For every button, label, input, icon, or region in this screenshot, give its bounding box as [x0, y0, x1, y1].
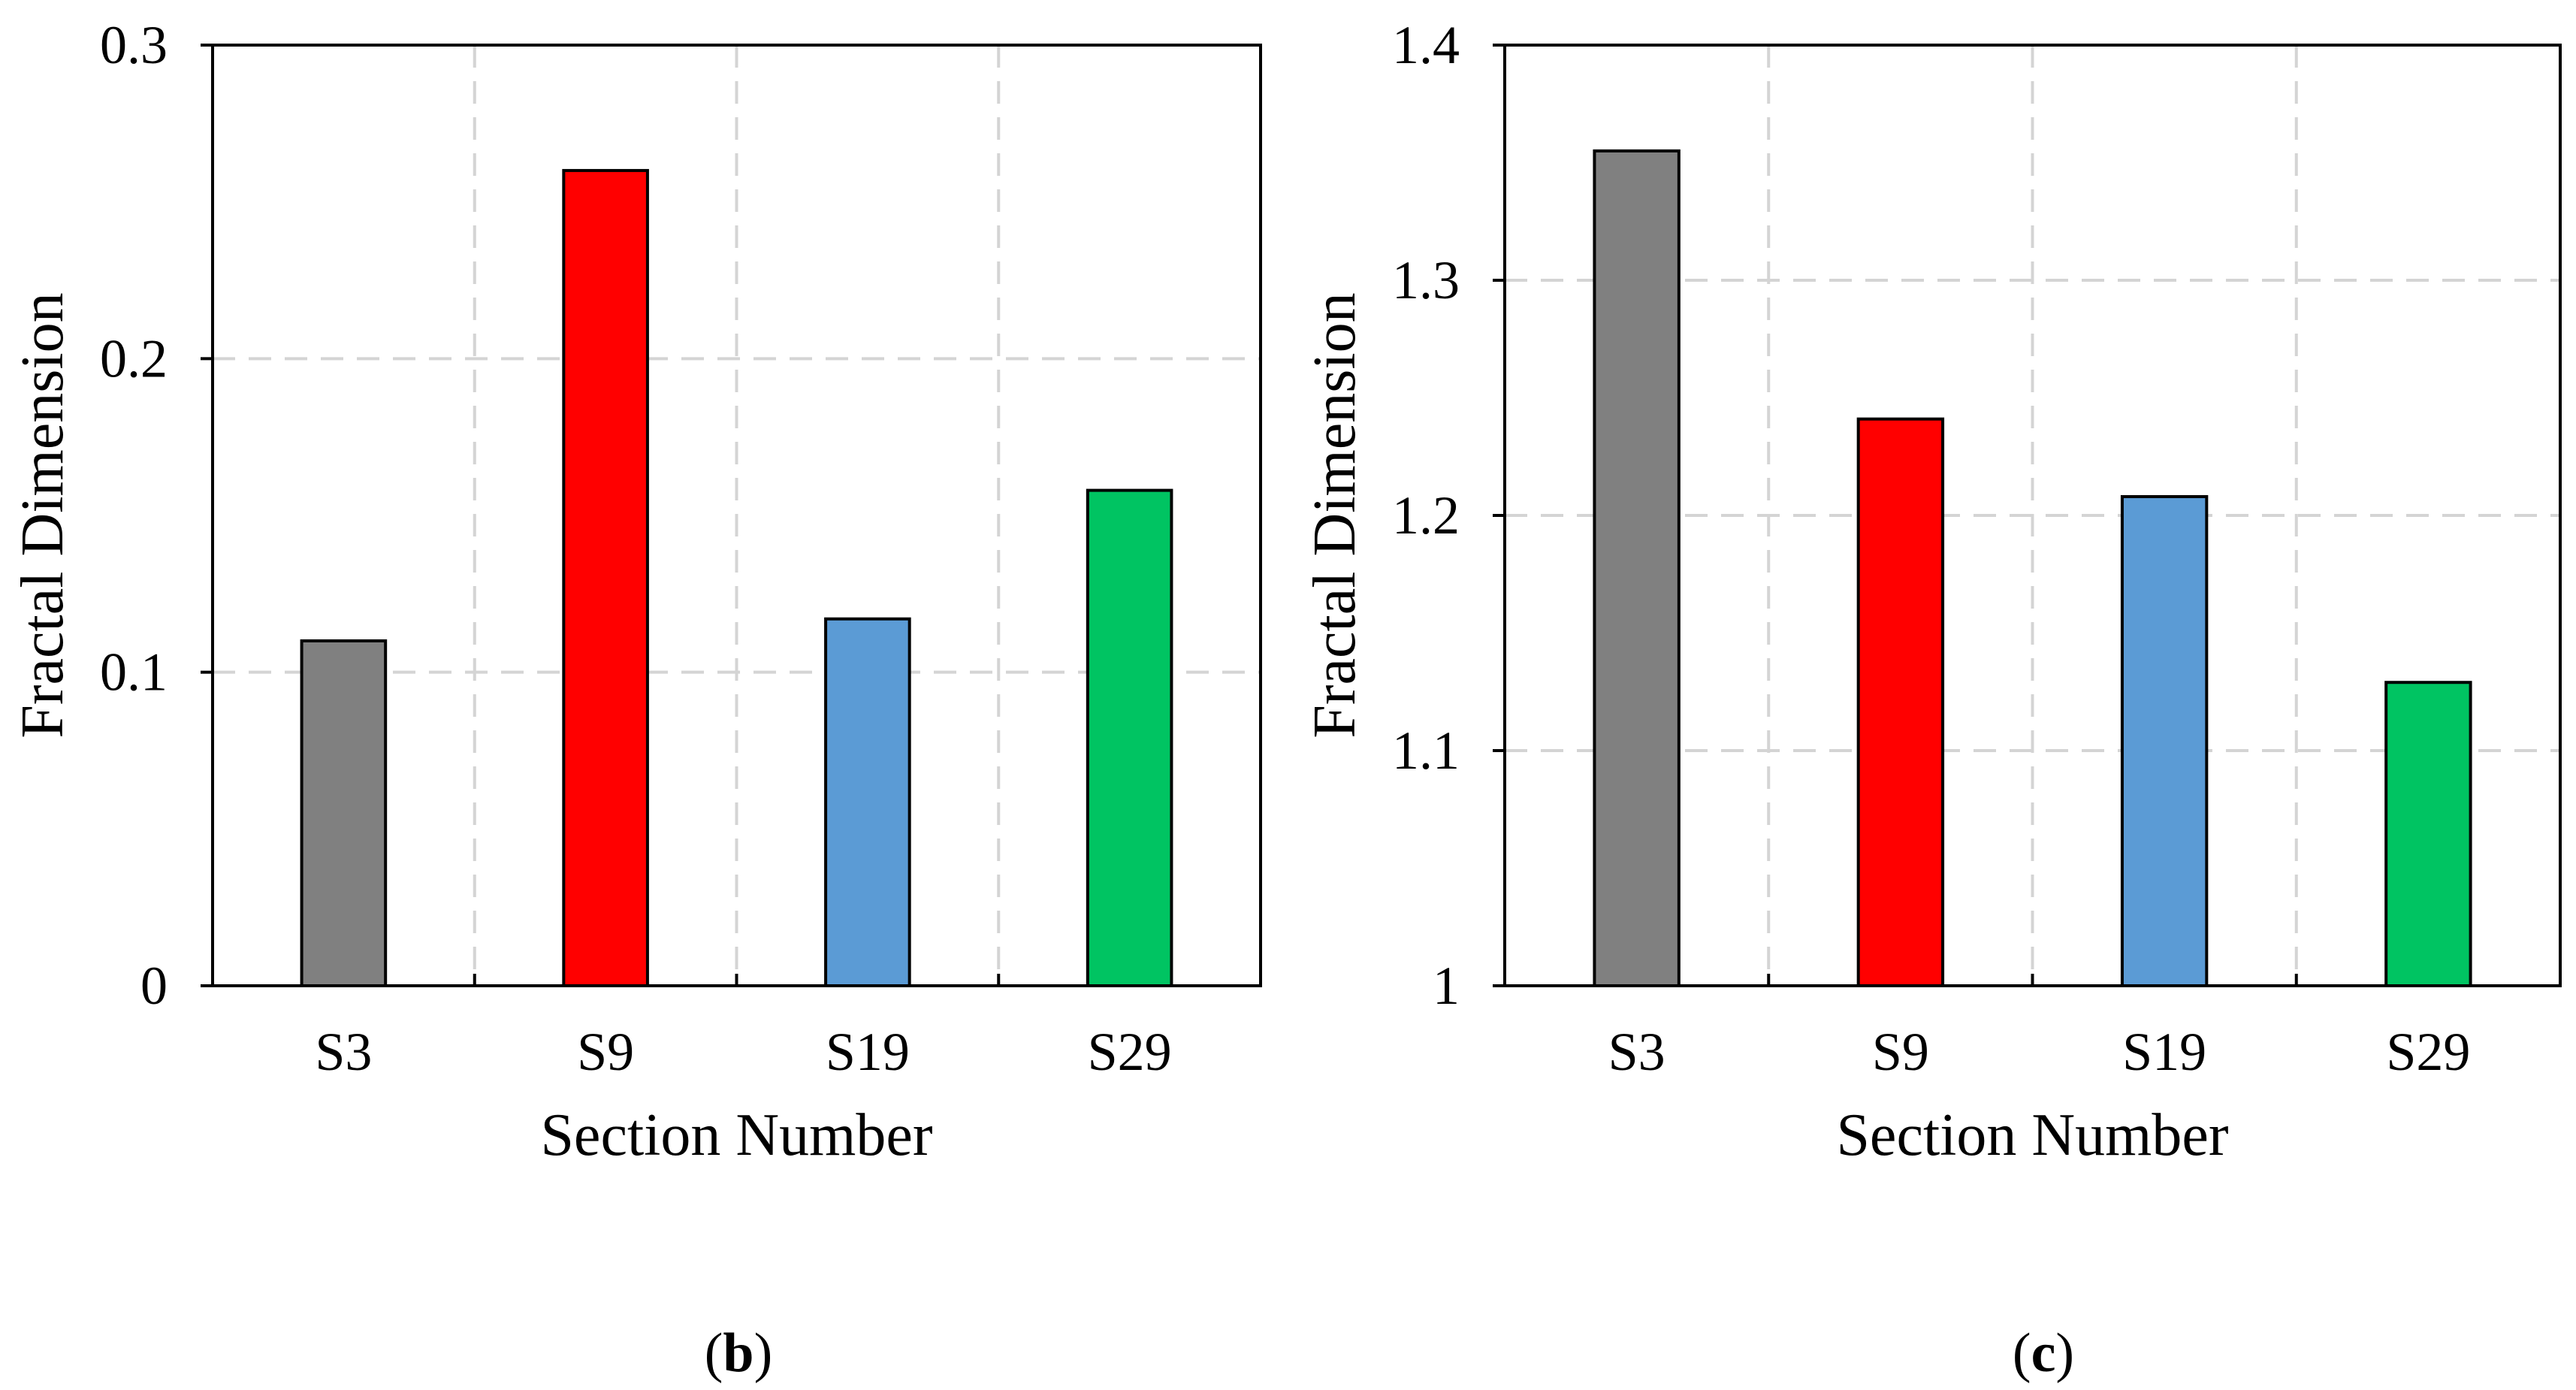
- x-tick-label: S29: [1088, 1022, 1172, 1082]
- y-tick-label: 1.2: [1392, 485, 1460, 545]
- y-tick-label: 0.3: [100, 15, 168, 75]
- bar-s19: [824, 617, 911, 987]
- x-axis-title: Section Number: [1836, 1102, 2228, 1168]
- y-tick-label: 1.3: [1392, 250, 1460, 310]
- bar-s3: [1593, 149, 1681, 988]
- y-tick-label: 0: [140, 956, 168, 1016]
- y-tick-label: 1: [1433, 956, 1460, 1016]
- bar-s29: [1086, 488, 1173, 987]
- panel-label-close: ): [754, 1322, 773, 1384]
- chart-c: 1 1.1 1.2 1.3 1.4 S3 S9 S19 S29 Section Number Fra…: [1302, 15, 2562, 1384]
- bar-s29: [2384, 681, 2472, 987]
- y-tick-label: 0.1: [100, 642, 168, 703]
- panel-label-letter: c: [2031, 1322, 2056, 1384]
- x-tick-label: S29: [2386, 1022, 2470, 1082]
- x-tick-label: S3: [315, 1022, 372, 1082]
- panel-label-open: (: [705, 1322, 723, 1384]
- x-tick-label: S19: [826, 1022, 910, 1082]
- x-tick-label: S9: [1872, 1022, 1929, 1082]
- chart-b: 0 0.1 0.2 0.3 S3 S9 S19 S29 Section Number Fracta…: [10, 15, 1262, 1384]
- panel-label-letter: b: [723, 1322, 753, 1384]
- x-axis-title: Section Number: [540, 1102, 932, 1168]
- bar-s9: [562, 168, 649, 987]
- y-axis-title: Fractal Dimension: [10, 292, 76, 738]
- y-tick-label: 0.2: [100, 328, 168, 388]
- y-tick-label: 1.4: [1392, 15, 1460, 75]
- bar-s3: [300, 639, 388, 988]
- x-tick-label: S19: [2122, 1022, 2206, 1082]
- panel-label-open: (: [2013, 1322, 2031, 1384]
- y-tick-label: 1.1: [1392, 721, 1460, 781]
- bar-s9: [1856, 417, 1945, 987]
- y-axis-title: Fractal Dimension: [1302, 292, 1368, 738]
- x-tick-label: S3: [1608, 1022, 1665, 1082]
- bar-s19: [2120, 494, 2209, 987]
- panel-label-close: ): [2055, 1322, 2074, 1384]
- panel-label: (c): [2013, 1322, 2074, 1384]
- x-tick-label: S9: [577, 1022, 634, 1082]
- panel-label: (b): [705, 1322, 772, 1384]
